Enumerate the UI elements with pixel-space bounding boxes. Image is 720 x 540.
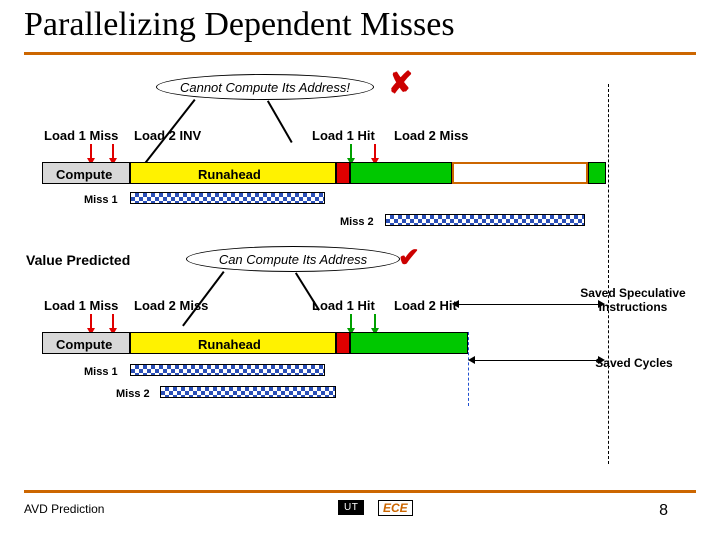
bubble-can-text: Can Compute Its Address [219,252,367,267]
saved-spec-text: Saved SpeculativeInstructions [558,286,708,315]
miss2-bar-bot [160,386,336,398]
bot-arrows-arrow-0 [90,314,92,328]
bubble-leader-2 [267,100,292,142]
label-load2-inv: Load 2 INV [134,128,201,143]
label-load2-miss-bot: Load 2 Miss [134,298,208,313]
compute-label-bot: Compute [56,337,112,352]
bubble-cannot-text: Cannot Compute Its Address! [180,80,350,95]
bot-bar-seg-2 [336,332,350,354]
page-number: 8 [659,502,668,520]
top-bar-seg-2 [336,162,350,184]
label-load1-miss-top: Load 1 Miss [44,128,118,143]
ece-label: ECE [378,500,413,516]
top-arrows-arrow-1 [112,144,114,158]
label-load1-hit-bot: Load 1 Hit [312,298,375,313]
miss1-bar-top [130,192,325,204]
label-load2-miss-top: Load 2 Miss [394,128,468,143]
dashed-right [608,84,609,464]
runahead-label-top: Runahead [198,167,261,182]
saved-cycles-text: Saved Cycles [564,356,704,370]
miss1-bar-bot [130,364,325,376]
miss2-label-top: Miss 2 [340,216,374,228]
top-arrows-arrow-0 [90,144,92,158]
label-load1-miss-bot: Load 1 Miss [44,298,118,313]
slide: Parallelizing Dependent Misses Cannot Co… [0,0,720,540]
miss1-label-bot: Miss 1 [84,366,118,378]
footer-left: AVD Prediction [24,502,104,516]
divider-bottom [24,490,696,493]
top-arrows-arrow-3 [374,144,376,158]
label-load1-hit-top: Load 1 Hit [312,128,375,143]
saved-spec-arrow-l [452,300,459,308]
miss1-label-top: Miss 1 [84,194,118,206]
miss2-label-bot: Miss 2 [116,388,150,400]
miss2-bar-top [385,214,585,226]
saved-cycles-arrow-l [468,356,475,364]
bot-arrows-arrow-1 [112,314,114,328]
top-bar-seg-5 [588,162,606,184]
bot-arrows-arrow-2 [350,314,352,328]
top-bar-seg-3 [350,162,452,184]
divider-top [24,52,696,55]
value-predicted-label: Value Predicted [26,252,130,268]
bubble-cannot: Cannot Compute Its Address! [156,74,374,100]
runahead-label-bot: Runahead [198,337,261,352]
bot-arrows-arrow-3 [374,314,376,328]
page-title: Parallelizing Dependent Misses [24,6,455,44]
label-load2-hit-bot: Load 2 Hit [394,298,457,313]
bot-bar-seg-3 [350,332,468,354]
top-bar-seg-4 [452,162,588,184]
check-icon: ✔ [398,242,420,273]
cross-icon: ✘ [388,66,413,101]
bubble-can: Can Compute Its Address [186,246,400,272]
ut-logo: UT [338,500,364,515]
top-arrows-arrow-2 [350,144,352,158]
dashed-blue [468,332,469,406]
compute-label-top: Compute [56,167,112,182]
